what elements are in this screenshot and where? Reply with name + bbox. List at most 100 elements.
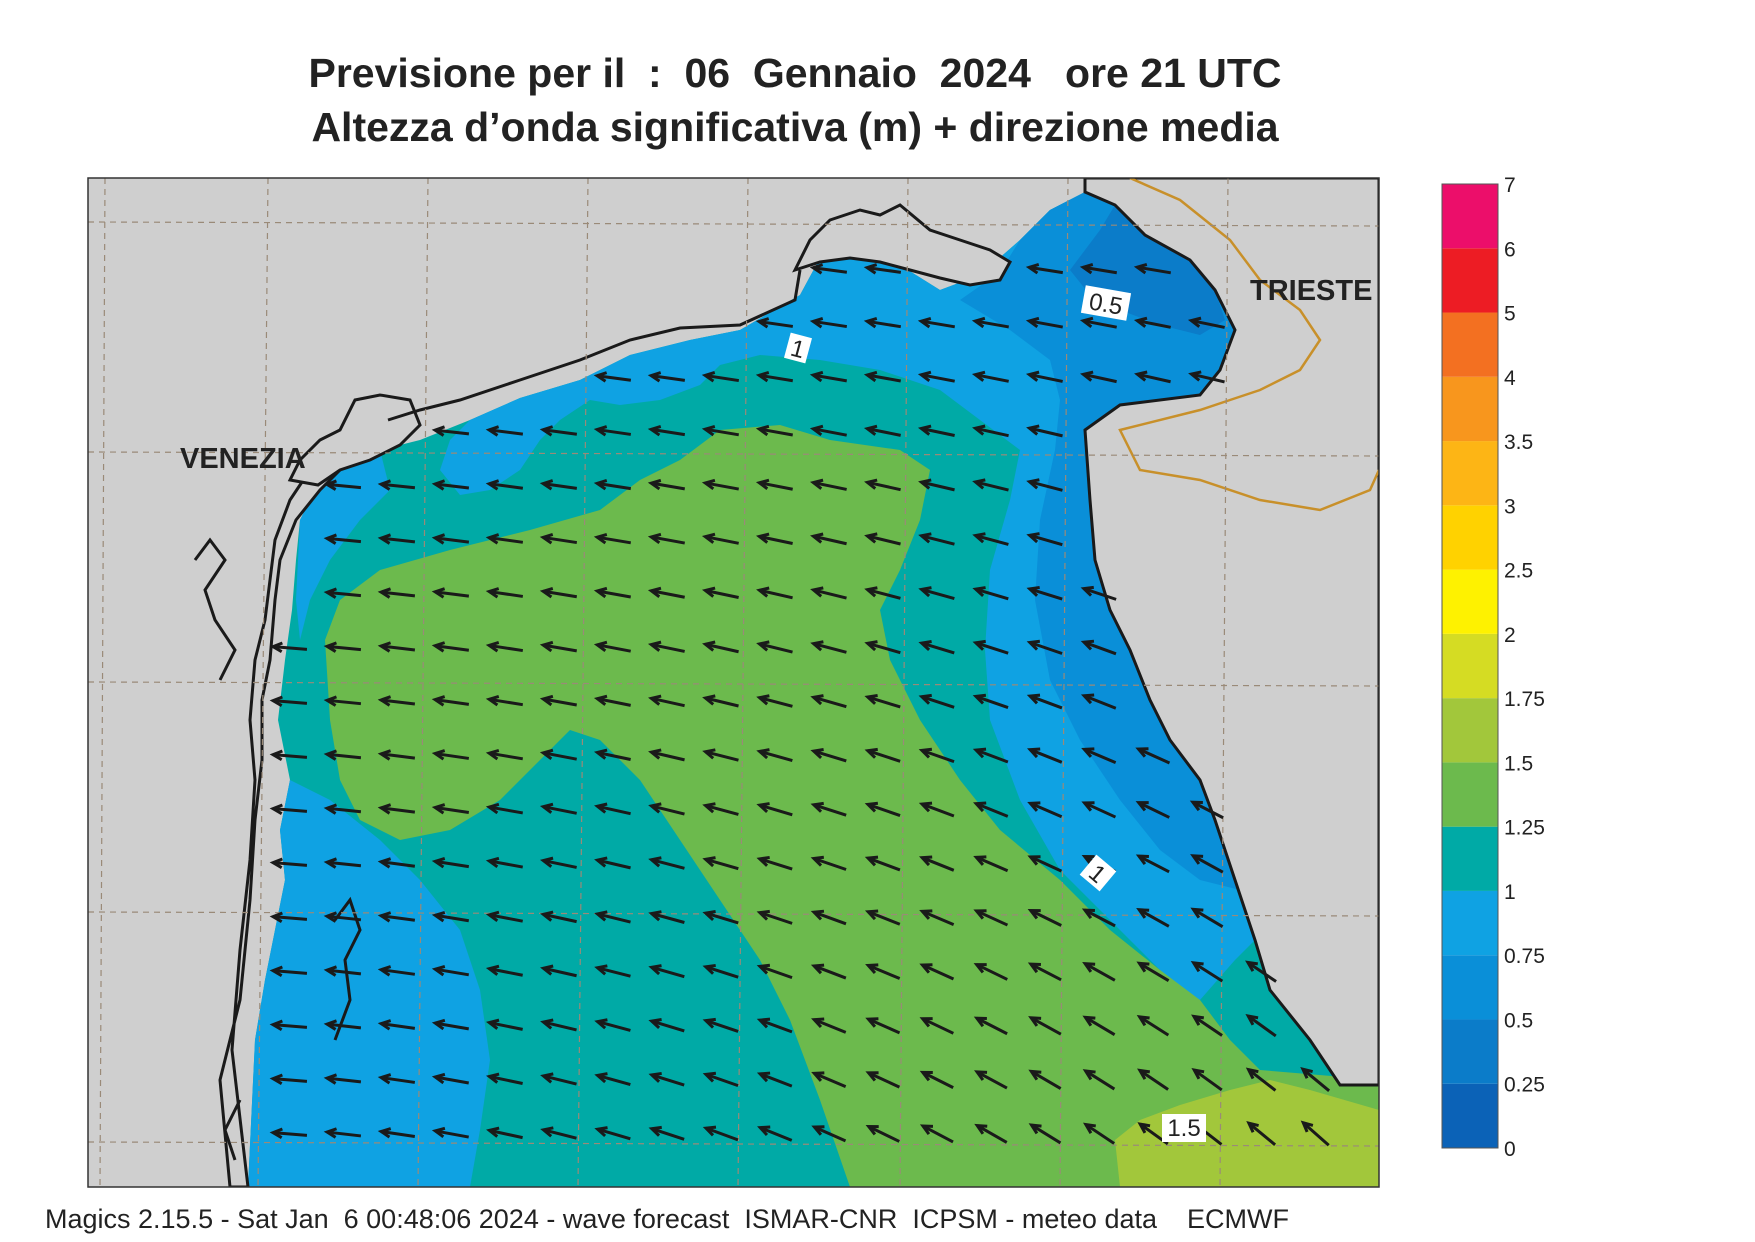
wave-arrow	[542, 428, 578, 436]
wave-arrow-head	[648, 748, 662, 760]
title-line-2: Altezza d’onda significativa (m) + direz…	[311, 104, 1279, 150]
wave-arrow	[975, 480, 1009, 492]
wave-arrow-head	[1190, 854, 1204, 865]
wave-arrow	[975, 373, 1009, 383]
wave-arrow	[434, 644, 470, 652]
wave-arrow-head	[1245, 960, 1259, 972]
land-north-coast	[792, 203, 1013, 287]
wave-arrow-head	[755, 424, 770, 437]
wave-arrow-head	[865, 1125, 879, 1136]
wave-arrow-head	[539, 533, 554, 545]
wave-arrow-head	[972, 586, 986, 597]
svg-text:0.5: 0.5	[1087, 288, 1125, 320]
wave-arrow	[758, 373, 794, 383]
wave-arrow-head	[269, 695, 283, 707]
wave-arrow-head	[1188, 370, 1202, 382]
colorbar-tick-label: 1.75	[1504, 688, 1545, 711]
wave-arrow-head	[972, 747, 987, 759]
wave-arrow	[542, 643, 578, 653]
wave-arrow	[543, 805, 577, 815]
colorbar-tick-label: 0.5	[1504, 1009, 1533, 1032]
wave-arrow	[867, 1017, 901, 1035]
wave-arrow	[758, 320, 794, 328]
wave-arrow	[704, 427, 740, 437]
wave-arrow	[922, 1017, 954, 1035]
band-1.25-1.5	[325, 425, 1379, 1187]
wave-arrow-head	[917, 370, 932, 382]
wave-arrow-head	[701, 371, 716, 383]
wave-arrow	[867, 588, 901, 600]
wave-arrow	[921, 963, 955, 981]
wave-arrow	[380, 698, 416, 706]
wave-arrow	[1138, 908, 1170, 928]
wave-arrow-head	[974, 1070, 988, 1081]
map-frame	[87, 177, 1380, 1188]
wave-arrow	[705, 481, 739, 491]
wave-arrow-head	[648, 856, 662, 868]
wave-arrow	[1193, 1015, 1223, 1037]
wave-arrow-head	[865, 1071, 879, 1082]
wave-arrow	[488, 590, 524, 598]
colorbar-swatch	[1442, 1019, 1498, 1084]
wave-arrow-head	[1133, 262, 1148, 275]
wave-arrow-head	[539, 748, 554, 760]
wave-arrow-head	[1026, 585, 1040, 597]
wave-arrow	[380, 1022, 416, 1030]
wave-arrow	[597, 1020, 631, 1032]
wave-arrow	[867, 641, 901, 655]
wave-arrow-head	[485, 695, 500, 707]
wave-arrow-head	[648, 694, 662, 706]
wave-arrow-head	[539, 694, 554, 707]
wave-arrow-head	[485, 479, 500, 491]
band-0.75-1	[440, 192, 1255, 1000]
wave-arrow	[1192, 854, 1224, 874]
wave-arrow-head	[485, 748, 500, 761]
wave-arrow	[867, 480, 901, 492]
wave-arrow-head	[323, 857, 338, 869]
wave-arrow-head	[918, 801, 933, 813]
wave-arrow-head	[269, 641, 283, 653]
wave-arrow-head	[377, 641, 392, 653]
wave-arrow-head	[811, 1071, 825, 1082]
wave-direction-arrows	[269, 262, 1331, 1147]
wave-arrow	[272, 807, 308, 813]
wave-arrow	[1083, 640, 1117, 656]
colorbar-swatch	[1442, 955, 1498, 1020]
wave-arrow-head	[863, 370, 878, 383]
wave-arrow-head	[377, 965, 392, 977]
wave-arrow-head	[864, 855, 879, 867]
wave-arrow	[813, 1018, 847, 1034]
wave-arrow	[543, 912, 577, 924]
wave-arrow	[651, 804, 685, 816]
wave-arrow	[380, 752, 416, 760]
wave-arrow	[543, 859, 577, 869]
wave-arrow	[1138, 962, 1170, 982]
wave-arrow	[1029, 480, 1063, 492]
wave-arrow	[1029, 319, 1063, 329]
wave-arrow-head	[431, 1018, 446, 1031]
wave-arrow	[380, 968, 416, 976]
wave-arrow-head	[323, 587, 337, 599]
wave-arrow-head	[1190, 907, 1204, 919]
colorbar-swatch	[1442, 441, 1498, 506]
wave-arrow-head	[756, 640, 770, 652]
wave-arrow-head	[647, 532, 662, 545]
wave-arrow-head	[1137, 1122, 1151, 1134]
wave-arrow-head	[972, 639, 986, 651]
wave-arrow	[866, 266, 902, 274]
wave-arrow-head	[485, 425, 500, 437]
wave-arrow	[705, 965, 739, 979]
wave-arrow	[813, 1125, 847, 1143]
wave-arrow	[868, 1125, 900, 1143]
wave-arrow	[489, 859, 523, 869]
wave-arrow	[1030, 909, 1062, 927]
wave-arrow-head	[864, 694, 878, 705]
wave-arrow	[326, 482, 362, 490]
wave-arrow	[597, 697, 631, 707]
wave-arrow-head	[810, 855, 825, 867]
wave-arrow	[975, 802, 1009, 818]
band-0.5-0.75	[960, 192, 1240, 890]
colorbar-tick-label: 1	[1504, 881, 1516, 904]
wave-arrow-head	[593, 371, 608, 383]
wave-arrow	[488, 751, 524, 761]
